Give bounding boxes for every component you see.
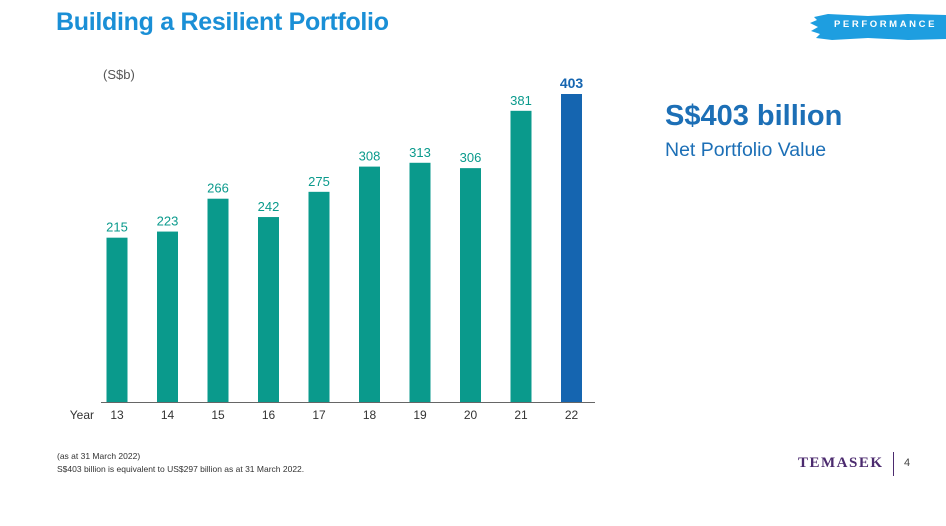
bar-13 bbox=[106, 237, 128, 402]
x-tick-label-16: 16 bbox=[262, 408, 276, 422]
bar-17 bbox=[308, 191, 330, 402]
data-label-14: 223 bbox=[157, 214, 179, 229]
bar-22 bbox=[561, 94, 582, 402]
bar-15 bbox=[207, 198, 229, 402]
bar-14 bbox=[157, 231, 178, 402]
x-tick-label-14: 14 bbox=[161, 408, 175, 422]
x-tick-label-15: 15 bbox=[211, 408, 225, 422]
data-label-16: 242 bbox=[258, 199, 280, 214]
headline-label: Net Portfolio Value bbox=[665, 139, 827, 161]
data-label-19: 313 bbox=[409, 145, 431, 160]
data-label-17: 275 bbox=[308, 174, 330, 189]
x-tick-label-20: 20 bbox=[464, 408, 478, 422]
x-tick-label-22: 22 bbox=[565, 408, 579, 422]
date-footnote: (as at 31 March 2022) bbox=[57, 451, 141, 461]
bar-18 bbox=[359, 166, 380, 402]
x-tick-label-13: 13 bbox=[110, 408, 124, 422]
x-tick-label-18: 18 bbox=[363, 408, 377, 422]
brush-stroke-icon bbox=[810, 14, 946, 40]
temasek-logo: TEMASEK bbox=[798, 455, 884, 471]
x-axis-title: Year bbox=[70, 408, 94, 422]
data-label-13: 215 bbox=[106, 220, 128, 235]
bar-20 bbox=[460, 168, 481, 402]
data-label-15: 266 bbox=[207, 181, 229, 196]
page-number: 4 bbox=[904, 457, 911, 469]
bar-19 bbox=[409, 162, 431, 402]
x-tick-label-21: 21 bbox=[514, 408, 528, 422]
data-label-20: 306 bbox=[460, 150, 482, 165]
data-label-22: 403 bbox=[560, 75, 584, 91]
page-title: Building a Resilient Portfolio bbox=[56, 8, 389, 36]
logo-divider bbox=[893, 452, 894, 476]
data-label-21: 381 bbox=[510, 93, 532, 108]
section-badge-label: PERFORMANCE bbox=[834, 19, 938, 30]
x-tick-label-19: 19 bbox=[413, 408, 427, 422]
bar-16 bbox=[258, 217, 279, 402]
headline-value: S$403 billion bbox=[665, 100, 843, 132]
section-badge: PERFORMANCE bbox=[808, 13, 946, 41]
x-tick-label-17: 17 bbox=[312, 408, 326, 422]
conversion-footnote: S$403 billion is equivalent to US$297 bi… bbox=[57, 464, 305, 474]
data-label-18: 308 bbox=[359, 149, 381, 164]
y-axis-unit-label: (S$b) bbox=[103, 67, 135, 82]
bar-21 bbox=[510, 110, 532, 402]
